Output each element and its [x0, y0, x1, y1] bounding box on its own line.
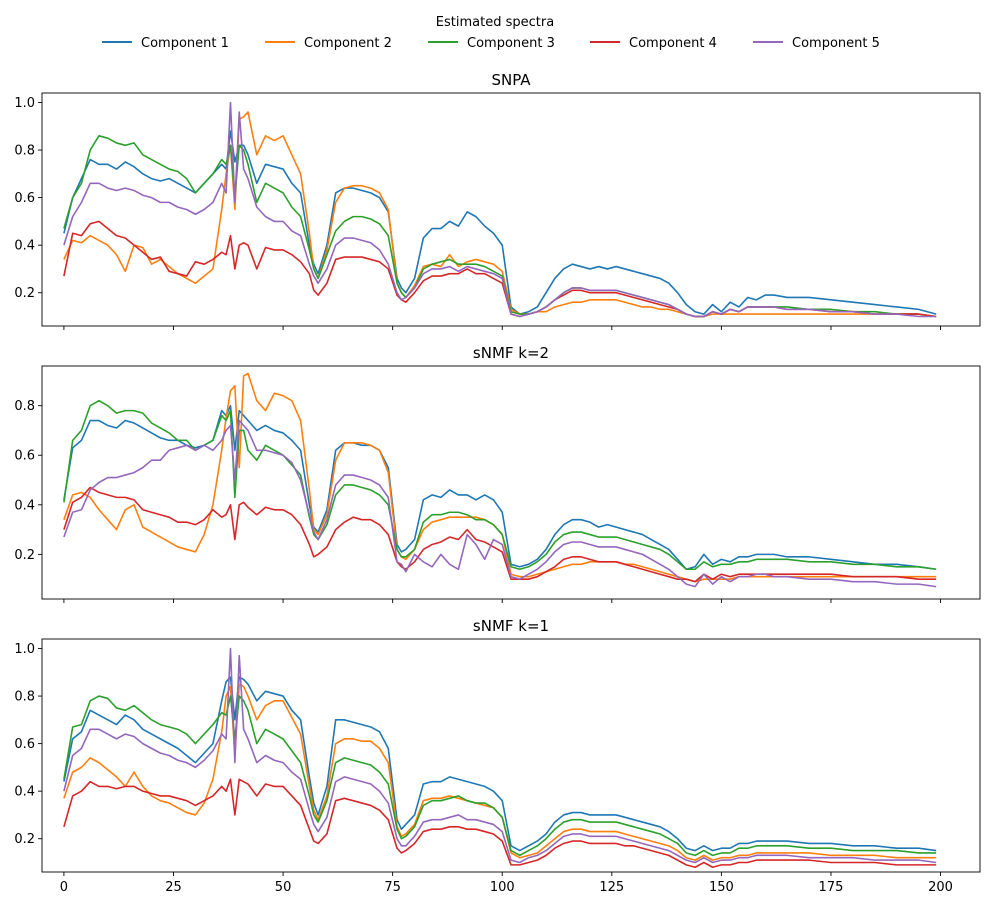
- series-line: [63, 419, 937, 588]
- legend-label: Component 4: [629, 36, 717, 51]
- y-tick-label: 0.8: [14, 144, 35, 159]
- panel-title: sNMF k=1: [473, 617, 549, 635]
- x-tick-label: 200: [928, 880, 953, 895]
- y-tick-label: 0.4: [14, 239, 35, 254]
- series-line: [63, 486, 937, 583]
- y-tick-label: 0.4: [14, 785, 35, 800]
- y-tick-label: 0.2: [14, 286, 35, 301]
- series-lines: [63, 647, 937, 869]
- panel-title: sNMF k=2: [473, 344, 549, 362]
- series-line: [63, 778, 937, 869]
- legend-label: Component 1: [141, 36, 229, 51]
- series-line: [63, 647, 937, 864]
- y-tick-label: 1.0: [14, 96, 35, 111]
- legend-label: Component 5: [792, 36, 880, 51]
- series-line: [63, 101, 937, 318]
- panel-title: SNPA: [491, 71, 531, 89]
- y-tick-label: 1.0: [14, 642, 35, 657]
- y-tick-label: 0.2: [14, 548, 35, 563]
- legend-items: Component 1 Component 2 Component 3 Compone…: [102, 36, 880, 51]
- legend-item: Component 4: [590, 36, 717, 51]
- axes-frame: [41, 92, 981, 327]
- legend-item: Component 1: [102, 36, 229, 51]
- series-line: [63, 695, 937, 857]
- x-tick-label: 50: [275, 880, 292, 895]
- panel: sNMF k=1 0.2 0.4 0.6 0.8 1.0 0 25 50 75 100 125 150 1…: [14, 617, 981, 895]
- y-tick-label: 0.6: [14, 191, 35, 206]
- y-tick-label: 0.4: [14, 498, 35, 513]
- y-tick-label: 0.6: [14, 737, 35, 752]
- series-lines: [63, 372, 937, 588]
- series-line: [63, 676, 937, 852]
- x-tick-label: 0: [60, 880, 68, 895]
- x-tick-label: 175: [819, 880, 844, 895]
- series-lines: [63, 101, 937, 318]
- y-tick-label: 0.8: [14, 690, 35, 705]
- x-tick-label: 25: [165, 880, 182, 895]
- series-line: [63, 683, 937, 861]
- y-tick-label: 0.6: [14, 449, 35, 464]
- panel: sNMF k=2 0.2 0.4 0.6 0.8: [14, 344, 981, 603]
- axes-frame: [41, 638, 981, 873]
- legend-item: Component 3: [428, 36, 555, 51]
- legend-title: Estimated spectra: [436, 15, 554, 30]
- legend-label: Component 2: [304, 36, 392, 51]
- legend-item: Component 5: [753, 36, 880, 51]
- y-tick-label: 0.8: [14, 399, 35, 414]
- series-line: [63, 372, 937, 583]
- legend-item: Component 2: [265, 36, 392, 51]
- x-tick-label: 75: [384, 880, 401, 895]
- panel: SNPA 0.2 0.4 0.6 0.8 1.0: [14, 71, 981, 330]
- legend-label: Component 3: [467, 36, 555, 51]
- legend: Estimated spectra Component 1 Component 2…: [102, 15, 880, 51]
- y-tick-label: 0.2: [14, 832, 35, 847]
- x-tick-label: 100: [490, 880, 515, 895]
- x-tick-label: 125: [599, 880, 624, 895]
- axes-frame: [41, 365, 981, 600]
- x-tick-label: 150: [709, 880, 734, 895]
